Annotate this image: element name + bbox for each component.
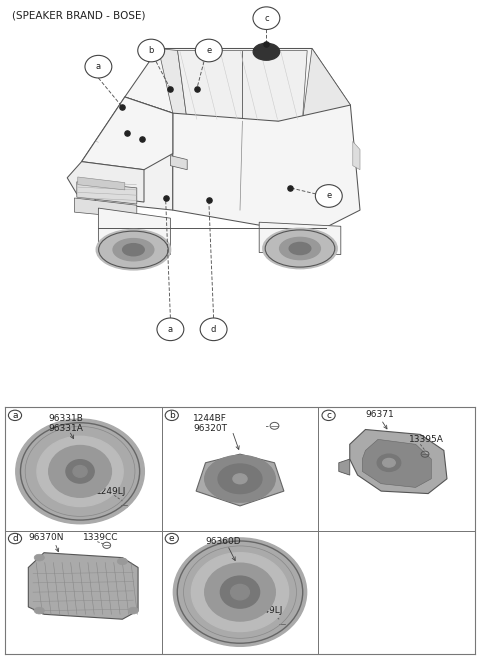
Ellipse shape [204, 455, 275, 502]
Ellipse shape [113, 238, 154, 261]
Polygon shape [362, 440, 432, 487]
Ellipse shape [220, 576, 260, 608]
Text: e: e [169, 534, 175, 543]
Ellipse shape [218, 464, 262, 493]
Polygon shape [74, 198, 137, 218]
Text: d: d [12, 534, 18, 543]
Text: a: a [168, 325, 173, 334]
Text: 1339CC: 1339CC [83, 533, 119, 543]
Text: 13395A: 13395A [409, 435, 444, 444]
Ellipse shape [66, 460, 94, 483]
Ellipse shape [204, 563, 275, 621]
Polygon shape [259, 222, 341, 254]
Polygon shape [82, 97, 173, 170]
Ellipse shape [117, 558, 128, 565]
Ellipse shape [289, 242, 311, 254]
Ellipse shape [230, 585, 250, 600]
Text: 1244BF: 1244BF [193, 414, 227, 423]
Ellipse shape [34, 555, 44, 561]
Text: 96331A: 96331A [48, 424, 84, 433]
Polygon shape [28, 553, 138, 619]
Ellipse shape [253, 43, 279, 60]
Point [167, 83, 174, 94]
Text: b: b [148, 46, 154, 55]
Point [138, 134, 145, 145]
Circle shape [9, 533, 22, 544]
Polygon shape [302, 49, 350, 129]
Circle shape [157, 318, 184, 340]
Polygon shape [170, 156, 187, 170]
Circle shape [165, 533, 179, 544]
Ellipse shape [263, 228, 337, 269]
Circle shape [85, 55, 112, 78]
Ellipse shape [122, 244, 144, 256]
Text: d: d [211, 325, 216, 334]
Ellipse shape [96, 229, 171, 270]
Polygon shape [158, 49, 187, 121]
Text: 96371: 96371 [365, 410, 394, 419]
Polygon shape [98, 208, 170, 254]
Point [193, 83, 201, 94]
Text: b: b [169, 411, 175, 420]
Text: e: e [206, 46, 211, 55]
Polygon shape [125, 49, 350, 121]
Text: a: a [12, 411, 18, 420]
Polygon shape [173, 105, 360, 235]
Point [123, 127, 131, 138]
Text: 96370N: 96370N [28, 533, 64, 543]
Text: e: e [326, 191, 331, 200]
Point [162, 193, 169, 203]
Circle shape [165, 410, 179, 420]
Polygon shape [196, 454, 284, 506]
Circle shape [315, 185, 342, 207]
Text: 96331B: 96331B [48, 414, 84, 423]
Ellipse shape [233, 474, 247, 484]
Text: a: a [96, 62, 101, 71]
Ellipse shape [48, 445, 111, 497]
Ellipse shape [128, 607, 138, 614]
Polygon shape [178, 51, 307, 121]
Ellipse shape [16, 419, 144, 524]
Polygon shape [82, 97, 173, 210]
Polygon shape [77, 182, 137, 204]
Text: c: c [326, 411, 331, 420]
Text: (SPEAKER BRAND - BOSE): (SPEAKER BRAND - BOSE) [12, 10, 145, 20]
Text: 96320T: 96320T [193, 424, 227, 433]
Ellipse shape [37, 436, 123, 507]
Polygon shape [339, 459, 350, 475]
Point [205, 194, 213, 205]
Point [263, 39, 270, 50]
Polygon shape [353, 141, 360, 170]
Circle shape [195, 39, 222, 62]
Polygon shape [78, 177, 125, 190]
Point [287, 183, 294, 193]
Ellipse shape [377, 454, 401, 472]
Ellipse shape [383, 459, 395, 467]
Text: 96360D: 96360D [205, 537, 241, 546]
Text: c: c [264, 14, 269, 23]
Ellipse shape [34, 607, 44, 614]
Circle shape [200, 318, 227, 340]
Circle shape [322, 410, 335, 420]
Ellipse shape [279, 237, 321, 260]
Circle shape [253, 7, 280, 30]
Circle shape [9, 410, 22, 420]
Ellipse shape [73, 466, 87, 477]
Text: 1249LJ: 1249LJ [96, 487, 126, 495]
Polygon shape [350, 430, 447, 493]
Ellipse shape [192, 553, 288, 631]
Circle shape [138, 39, 165, 62]
Text: 1249LJ: 1249LJ [252, 606, 283, 615]
Ellipse shape [173, 538, 307, 646]
Point [119, 102, 126, 112]
Polygon shape [67, 162, 144, 202]
